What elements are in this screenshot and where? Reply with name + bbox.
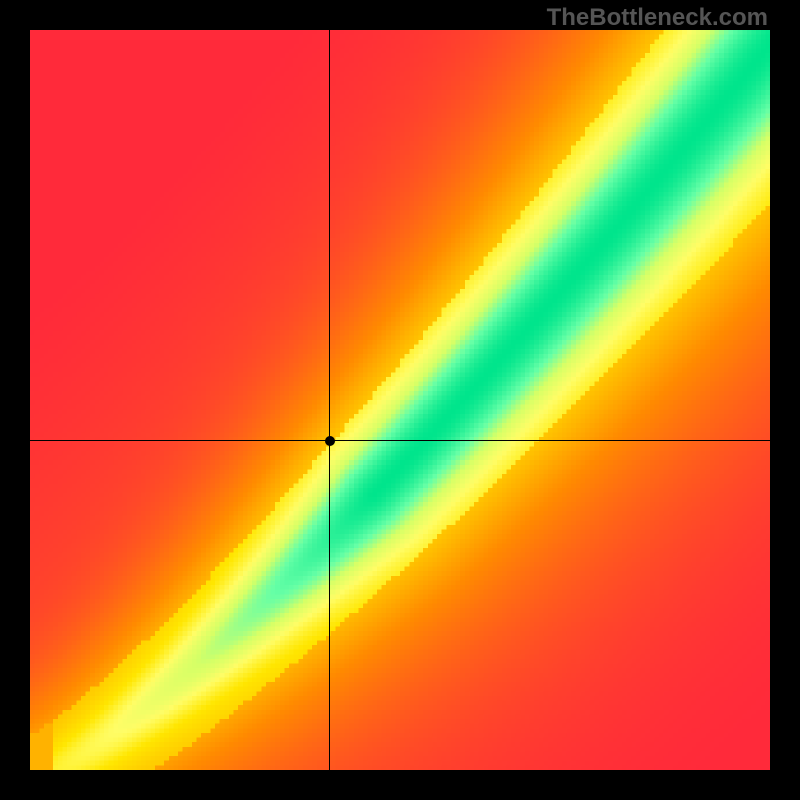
crosshair-horizontal (30, 440, 770, 441)
bottleneck-heatmap-chart: TheBottleneck.com (0, 0, 800, 800)
heatmap-canvas (30, 30, 770, 770)
watermark-text: TheBottleneck.com (547, 4, 768, 32)
crosshair-marker-dot (325, 436, 335, 446)
crosshair-vertical (329, 30, 330, 770)
